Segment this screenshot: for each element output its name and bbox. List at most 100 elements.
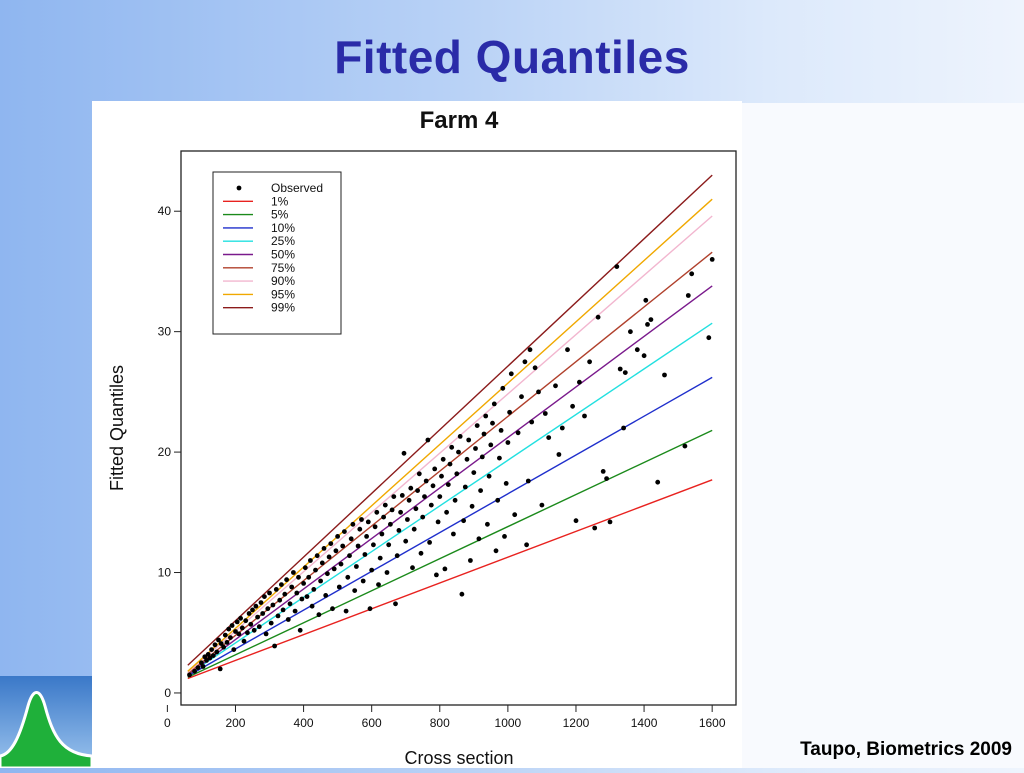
quantile-chart: Farm 4 0 200 400 600 800 1000 1200 1400 1600 0 10… (107, 107, 737, 768)
observed-point (488, 442, 494, 448)
observed-point (376, 582, 381, 587)
x-tick-label: 1600 (699, 716, 726, 730)
observed-point (313, 567, 318, 573)
observed-point (643, 297, 649, 303)
observed-point (442, 566, 448, 572)
x-tick-label: 1000 (495, 716, 522, 730)
observed-point (479, 454, 485, 460)
observed-point (473, 446, 478, 451)
y-tick-label: 20 (158, 445, 172, 459)
legend-label-25pct: 25% (271, 234, 295, 248)
observed-point (250, 607, 255, 613)
observed-point (435, 519, 441, 525)
observed-point (464, 456, 470, 462)
observed-point (238, 615, 244, 621)
observed-point (282, 591, 288, 597)
observed-point (199, 660, 204, 666)
observed-point (205, 652, 211, 657)
observed-point (474, 423, 480, 428)
observed-point (546, 435, 552, 440)
observed-point (565, 347, 570, 353)
observed-point (233, 629, 238, 634)
observed-point (365, 519, 371, 525)
observed-point (330, 606, 335, 612)
observed-point (507, 409, 512, 415)
observed-point (231, 647, 237, 652)
observed-point (447, 461, 453, 467)
x-tick-label: 200 (225, 716, 245, 730)
observed-point (246, 611, 252, 616)
legend-label-95pct: 95% (271, 287, 295, 301)
observed-point (256, 624, 262, 630)
observed-point (600, 469, 606, 474)
legend-observed-marker (236, 185, 242, 191)
y-tick-label: 30 (158, 325, 172, 339)
observed-point (214, 649, 220, 655)
observed-point (308, 558, 313, 563)
observed-point (476, 536, 482, 542)
observed-point (587, 359, 592, 365)
observed-point (485, 521, 490, 527)
observed-point (459, 591, 465, 597)
observed-point (617, 366, 623, 372)
observed-point (411, 526, 417, 532)
observed-point (212, 642, 218, 648)
observed-point (234, 619, 240, 625)
observed-point (248, 621, 254, 627)
observed-point (360, 578, 366, 584)
observed-point (573, 518, 579, 524)
observed-point (265, 606, 271, 612)
observed-point (391, 494, 397, 499)
observed-point (621, 425, 626, 431)
observed-point (348, 536, 354, 542)
observed-point (454, 471, 460, 477)
observed-point (326, 554, 332, 560)
observed-point (410, 565, 415, 571)
observed-point (493, 548, 499, 554)
observed-point (388, 521, 393, 527)
observed-point (338, 561, 344, 567)
observed-point (486, 473, 492, 479)
observed-point (319, 560, 325, 566)
observed-point (483, 413, 489, 419)
observed-point (415, 488, 420, 493)
observed-point (369, 567, 375, 573)
observed-point (207, 655, 213, 661)
observed-point (195, 665, 201, 671)
observed-point (377, 555, 383, 561)
observed-point (328, 541, 334, 546)
observed-point (434, 572, 439, 578)
observed-point (270, 602, 276, 608)
observed-point (291, 570, 296, 575)
observed-point (524, 542, 529, 548)
observed-point (444, 509, 449, 515)
y-tick-label: 40 (158, 204, 172, 218)
observed-point (413, 506, 419, 512)
quantile-line-99pct (187, 174, 713, 666)
observed-point (294, 590, 300, 596)
observed-point (529, 419, 535, 425)
x-tick-label: 0 (164, 716, 171, 730)
observed-point (268, 620, 274, 626)
y-axis: 0 10 20 30 40 (158, 204, 181, 700)
observed-point (437, 494, 443, 499)
quantile-line-50pct (187, 285, 713, 676)
observed-point (304, 594, 310, 599)
observed-point (420, 514, 426, 520)
observed-point (277, 597, 283, 603)
observed-point (440, 456, 446, 462)
observed-point (655, 479, 661, 485)
quantile-line-95pct (187, 198, 713, 672)
plot-card: Farm 4 0 200 400 600 800 1000 1200 1400 1600 0 10… (92, 101, 742, 768)
legend-label-50pct: 50% (271, 248, 295, 262)
observed-point (515, 430, 521, 436)
observed-point (345, 574, 351, 580)
observed-point (570, 403, 575, 409)
observed-point (386, 542, 392, 548)
observed-points (187, 257, 715, 678)
observed-point (648, 317, 654, 322)
observed-point (542, 411, 548, 416)
observed-point (502, 534, 507, 539)
observed-point (229, 623, 235, 628)
